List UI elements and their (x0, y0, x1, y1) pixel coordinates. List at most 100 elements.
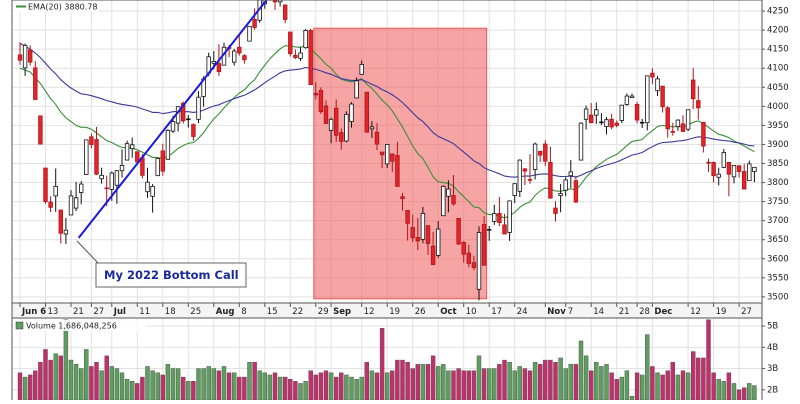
callout-text: My 2022 Bottom Call (104, 268, 239, 282)
volume-bar (573, 364, 579, 400)
candle-body (390, 153, 395, 162)
candle-body (568, 171, 573, 177)
y-tick-label: 5B (767, 322, 778, 332)
y-tick-label: 3850 (767, 159, 789, 169)
candle-body (650, 72, 655, 78)
candle-body (731, 165, 737, 178)
candle-body (527, 179, 533, 181)
volume-bar (84, 349, 89, 400)
volume-bar (313, 374, 318, 400)
volume-bar (691, 351, 696, 400)
candle-body (675, 119, 681, 127)
candle-body (339, 132, 344, 142)
x-tick-label: Sep (333, 307, 351, 317)
ema-line (19, 44, 755, 219)
candle-body (548, 161, 553, 199)
candle-body (476, 232, 482, 290)
volume-bar (512, 370, 517, 400)
candle-body (231, 50, 237, 63)
volume-label: Volume 1,686,048,256 (26, 322, 117, 331)
x-tick-label: 10 (466, 307, 477, 317)
candle-body (486, 229, 492, 231)
candle-body (384, 144, 390, 165)
candle-body (502, 224, 507, 235)
candle-body (237, 46, 242, 54)
x-tick-label: 11 (139, 307, 150, 317)
volume-bar (441, 364, 446, 400)
volume-bar (476, 355, 482, 400)
volume-bar (538, 364, 543, 400)
candle-body (594, 109, 599, 116)
volume-bar (543, 359, 548, 400)
volume-bar (619, 376, 624, 400)
volume-bar (89, 366, 94, 400)
x-tick-label: 13 (48, 307, 59, 317)
volume-bar (675, 374, 681, 400)
candle-body (589, 114, 594, 124)
x-tick-label: 28 (639, 307, 650, 317)
x-tick-label: 12 (364, 307, 375, 317)
y-tick-label: 3B (767, 364, 778, 374)
candle-body (191, 124, 196, 137)
volume-bar (410, 368, 415, 400)
candle-body (685, 109, 691, 130)
volume-bar (150, 370, 155, 400)
candle-body (196, 96, 201, 120)
x-tick-label: 18 (165, 307, 176, 317)
volume-bar (267, 374, 273, 400)
volume-bar (63, 319, 69, 400)
volume-bar (28, 374, 33, 400)
candle-body (359, 64, 364, 75)
volume-bar (507, 361, 512, 400)
volume-bar (400, 359, 405, 400)
candle-body (512, 183, 517, 196)
candle-body (716, 173, 721, 178)
candle-body (180, 102, 186, 122)
legend-label: EMA(20) 3880.78 (28, 3, 97, 12)
volume-bar (583, 355, 589, 400)
volume-bar (114, 368, 120, 400)
candle-body (165, 129, 171, 160)
volume-bar (186, 381, 191, 400)
candle-body (328, 118, 334, 131)
volume-bar (492, 368, 497, 400)
candle-body (135, 151, 140, 163)
candle-body (609, 118, 614, 128)
volume-bar (731, 383, 737, 400)
candle-body (461, 241, 466, 255)
y-tick-label: 3700 (767, 216, 789, 226)
volume-bar (135, 383, 140, 400)
volume-bar (558, 357, 563, 400)
candle-body (532, 143, 538, 171)
x-tick-label: 26 (415, 307, 426, 317)
y-tick-label: 2B (767, 385, 778, 395)
candle-body (99, 174, 104, 180)
candle-body (303, 30, 308, 49)
volume-bar (589, 370, 594, 400)
candle-body (456, 217, 461, 245)
volume-bar (640, 374, 645, 400)
legend-bg (14, 320, 146, 331)
volume-bar (339, 372, 344, 400)
volume-bar (191, 381, 196, 400)
candle-body (522, 168, 528, 172)
axes: 3500 3550 3600 3650 3700 3750 3800 3850 3900 3950… (11, 0, 789, 403)
candle-body (665, 107, 670, 130)
candle-body (272, 0, 278, 3)
y-tick-label: 3500 (767, 292, 789, 302)
volume-bar (645, 334, 650, 400)
x-tick-label: Oct (440, 307, 456, 317)
volume-bar (58, 355, 63, 400)
volume-bar (129, 381, 135, 400)
volume-bar (272, 372, 278, 400)
callout-box (95, 262, 247, 288)
candle-body (435, 228, 441, 256)
volume-bar (145, 366, 150, 400)
volume-bar (701, 357, 706, 400)
candle-body (68, 195, 74, 216)
candle-body (242, 55, 247, 61)
volume-bar (736, 389, 742, 400)
volume-bar (747, 383, 752, 400)
volume-bar (497, 364, 502, 400)
